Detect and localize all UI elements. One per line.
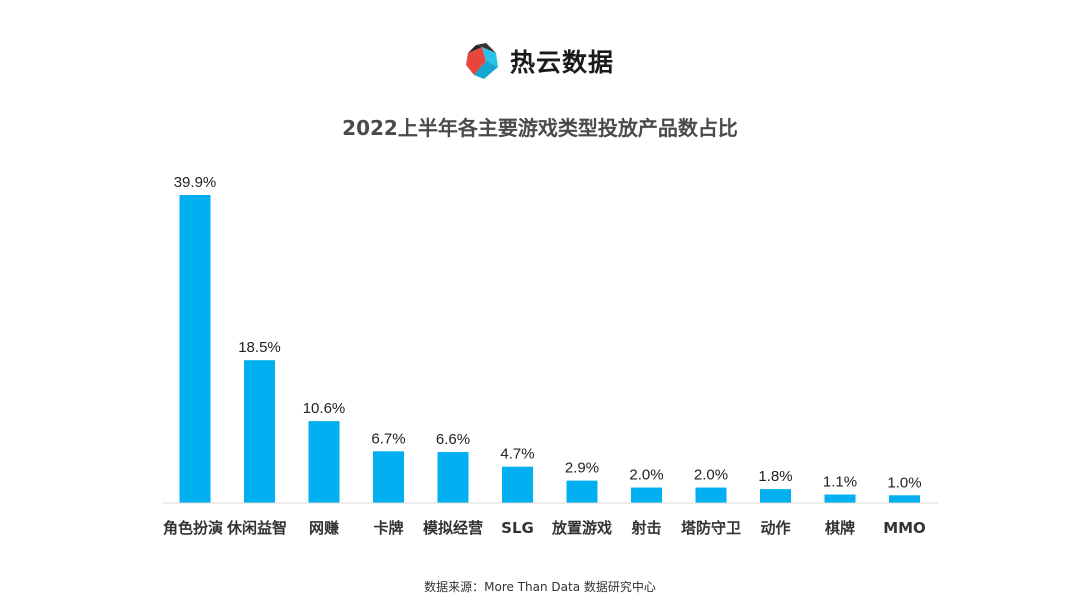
category-label-8: 射击 — [630, 519, 661, 537]
bar-1 — [179, 195, 211, 503]
bars-layer — [179, 195, 920, 503]
category-labels-layer: 角色扮演 休闲益智 网赚 卡牌 模拟经营 SLG 放置游戏 射击 塔防守卫 动作 棋牌 MMO — [163, 519, 926, 537]
category-label-9: 塔防守卫 — [681, 519, 741, 537]
category-label-3: 网赚 — [309, 519, 339, 537]
bar-3 — [308, 421, 340, 503]
bar-value-label-3: 10.6% — [303, 400, 346, 417]
bar-value-label-5: 6.6% — [436, 431, 470, 448]
brand-logo: 热云数据 — [462, 40, 632, 82]
chart-title: 2022上半年各主要游戏类型投放产品数占比 — [342, 116, 738, 140]
category-label-4: 卡牌 — [373, 519, 403, 537]
bar-value-label-11: 1.1% — [823, 474, 857, 491]
category-label-5: 模拟经营 — [423, 519, 483, 537]
bar-9 — [695, 487, 727, 503]
bar-11 — [824, 494, 856, 503]
bar-value-label-6: 4.7% — [500, 446, 534, 463]
bar-4 — [373, 451, 404, 503]
category-label-1: 角色扮演 — [163, 519, 223, 537]
bar-7 — [566, 480, 598, 503]
brand-name: 热云数据 — [510, 48, 615, 77]
bar-value-label-9: 2.0% — [694, 467, 728, 484]
category-label-11: 棋牌 — [825, 519, 855, 537]
bar-2 — [244, 360, 275, 503]
value-labels-layer: 39.9% 18.5% 10.6% 6.7% 6.6% 4.7% 2.9% 2.0% 2.0% 1… — [174, 174, 922, 491]
bar-6 — [502, 466, 533, 503]
bar-value-label-7: 2.9% — [565, 460, 599, 477]
bar-8 — [631, 487, 662, 503]
bar-5 — [437, 452, 469, 503]
category-label-12: MMO — [883, 519, 926, 537]
category-label-10: 动作 — [760, 519, 790, 537]
category-label-7: 放置游戏 — [551, 519, 612, 537]
bar-value-label-10: 1.8% — [758, 468, 792, 485]
bar-value-label-12: 1.0% — [887, 474, 921, 491]
reyun-logo-icon — [466, 43, 498, 79]
bar-12 — [889, 495, 920, 503]
bar-value-label-1: 39.9% — [174, 174, 217, 191]
data-source-note: 数据来源：More Than Data 数据研究中心 — [424, 580, 656, 594]
category-label-2: 休闲益智 — [226, 519, 287, 537]
bar-value-label-4: 6.7% — [371, 430, 405, 447]
bar-10 — [760, 489, 791, 503]
category-label-6: SLG — [501, 519, 534, 537]
bar-value-label-8: 2.0% — [629, 467, 663, 484]
bar-value-label-2: 18.5% — [238, 339, 281, 356]
